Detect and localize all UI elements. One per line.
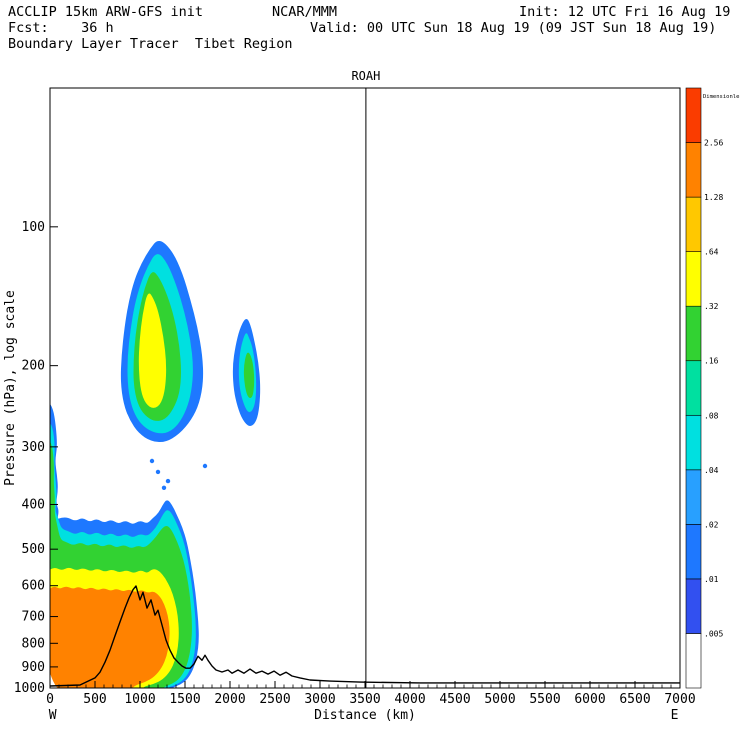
colorbar-title: Dimensionless [703,94,740,100]
y-axis-title: Pressure (hPa), log scale [3,290,18,486]
terrain-profile [50,585,680,687]
header-product-title: Boundary Layer Tracer Tibet Region [8,36,293,52]
colorbar-level-label: .04 [704,466,719,475]
colorbar-level-label: .02 [704,520,719,529]
x-tick-label: 3000 [304,692,335,707]
x-tick-label: 1000 [124,692,155,707]
tracer-speck [161,485,167,490]
colorbar-segment [685,524,702,580]
x-tick-label: 5500 [529,692,560,707]
colorbar-level-label: .01 [704,575,719,584]
colorbar: .005 .01 .02 .04 .08 .16 .32 .64 1.28 2.56 Dimensi… [685,87,740,689]
contour-field [50,240,680,688]
x-tick-label: 2500 [259,692,290,707]
tracer-speck [202,463,208,469]
tracer-speck [149,458,155,464]
x-tick-label: 0 [46,692,54,707]
colorbar-level-label: .08 [704,411,719,420]
colorbar-segment [685,578,702,634]
colorbar-level-label: .64 [704,248,719,257]
y-tick-label: 800 [22,636,45,651]
x-tick-label: 3500 [349,692,380,707]
tracer-speck [165,478,171,484]
secondary-upper-plume-green [243,352,255,399]
y-tick-label: 700 [22,610,45,625]
y-tick-label: 100 [22,220,45,235]
header-fcst-hour: Fcst: 36 h [8,20,114,36]
colorbar-segment [685,360,702,416]
y-tick-label: 400 [22,497,45,512]
colorbar-segment [685,142,702,198]
y-tick-label: 500 [22,542,45,557]
y-tick-label: 1000 [14,681,45,696]
axes: 0 500 1000 1500 2000 2500 3000 3500 4000 4500 5000… [3,220,696,723]
colorbar-segment [685,87,702,143]
colorbar-segment [685,305,702,362]
y-tick-label: 300 [22,440,45,455]
colorbar-segment [685,196,702,252]
header-org: NCAR/MMM [272,4,338,20]
colorbar-segment [685,251,702,307]
x-tick-label: 500 [83,692,106,707]
x-tick-label: 1500 [169,692,200,707]
colorbar-level-label: 2.56 [704,139,723,148]
x-tick-label: 5000 [484,692,515,707]
colorbar-level-label: .005 [704,629,723,638]
east-endpoint-label: E [671,708,679,723]
x-axis-title: Distance (km) [314,708,416,723]
tracer-speck [155,469,161,475]
x-tick-label: 4000 [394,692,425,707]
colorbar-level-label: .16 [704,357,719,366]
colorbar-segment [685,633,702,689]
x-tick-label: 2000 [214,692,245,707]
header-init-time: Init: 12 UTC Fri 16 Aug 19 [519,4,731,20]
station-label: ROAH [351,69,380,83]
y-tick-label: 600 [22,579,45,594]
x-tick-label: 4500 [439,692,470,707]
colorbar-segment [685,469,702,525]
lower-plume-orange [50,586,170,688]
colorbar-segment [685,414,702,471]
header-model: ACCLIP 15km ARW-GFS init [8,4,204,20]
x-tick-label: 7000 [664,692,695,707]
west-endpoint-label: W [49,708,57,723]
colorbar-level-label: .32 [704,302,719,311]
header-valid-time: Valid: 00 UTC Sun 18 Aug 19 (09 JST Sun … [310,20,717,36]
y-tick-label: 200 [22,359,45,374]
y-tick-label: 900 [22,660,45,675]
x-tick-label: 6000 [574,692,605,707]
colorbar-level-label: 1.28 [704,193,723,202]
upper-plume-yellow [138,293,167,408]
x-tick-label: 6500 [619,692,650,707]
